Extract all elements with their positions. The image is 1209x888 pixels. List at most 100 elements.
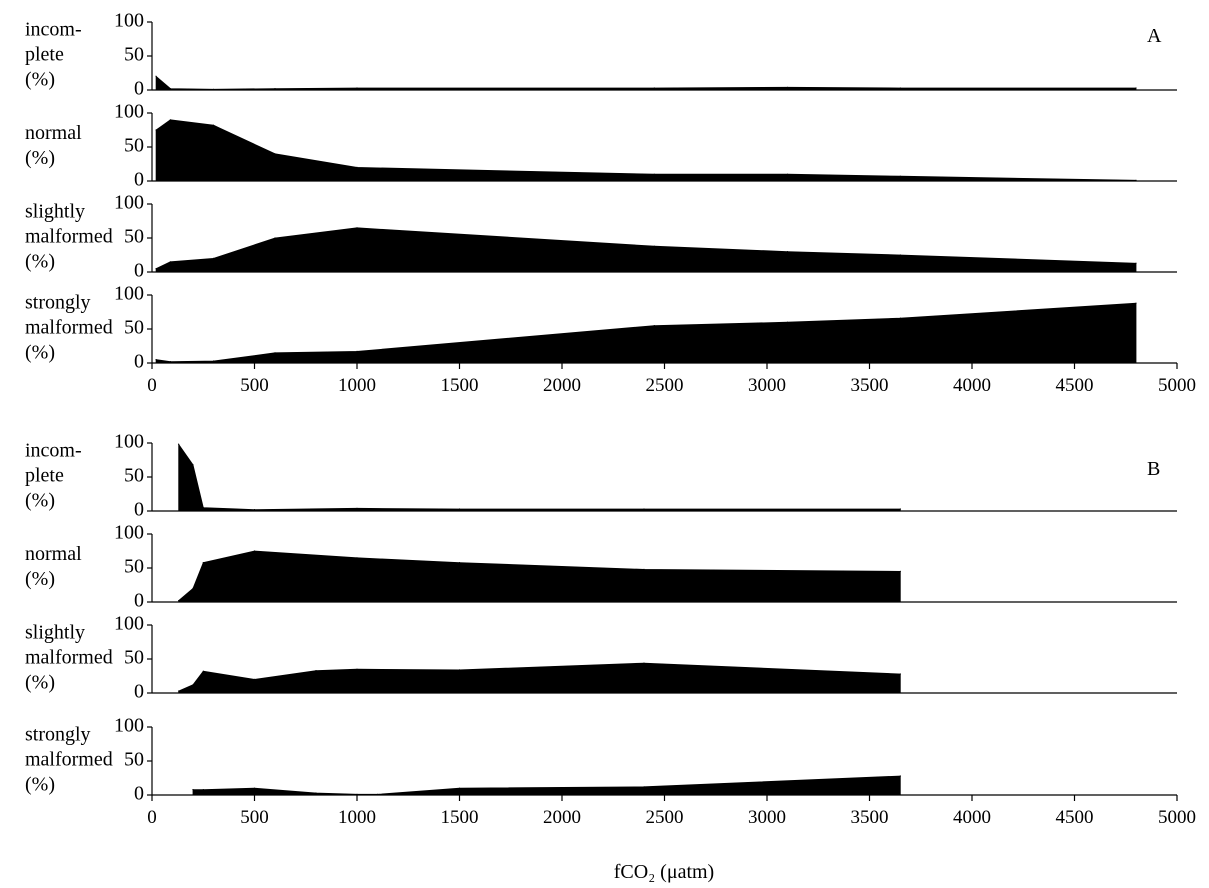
data-point	[653, 87, 655, 89]
data-point	[192, 587, 194, 590]
x-tick-label: 4000	[953, 375, 991, 396]
y-tick-label: 0	[134, 260, 144, 282]
subplot-1-2: 0 50 100 slightly malformed (%)	[25, 613, 1177, 703]
data-point	[155, 75, 157, 77]
y-axis-label: (%)	[25, 774, 55, 796]
data-point	[253, 550, 256, 552]
x-tick-label: 1500	[441, 375, 479, 396]
y-tick-label: 0	[134, 351, 144, 373]
data-point	[155, 129, 157, 131]
x-tick-label: 5000	[1158, 375, 1196, 396]
area-series	[192, 775, 901, 796]
y-tick-label: 50	[124, 556, 144, 578]
panel-b: B 0 50 100 incom-plete (%) 0 50 100 normal (%) 0 50…	[25, 431, 1196, 828]
subplot-1-1: 0 50 100 normal (%)	[25, 522, 1177, 612]
y-axis-label: incom-	[25, 19, 82, 41]
y-axis-label: malformed	[25, 749, 113, 771]
data-point	[786, 321, 789, 323]
y-tick-label: 50	[124, 749, 144, 771]
y-tick-label: 100	[114, 715, 144, 737]
data-point	[899, 775, 901, 777]
x-tick-label: 1000	[338, 807, 376, 828]
data-point	[202, 507, 204, 509]
y-axis-label: malformed	[25, 647, 113, 669]
data-point	[458, 787, 461, 789]
data-point	[786, 173, 789, 175]
x-tick-label: 4500	[1056, 375, 1094, 396]
subplot-1-3: 0 50 100 strongly malformed (%) 0 500 1000 1500 20…	[25, 715, 1196, 828]
data-point	[643, 662, 645, 664]
data-point	[356, 557, 358, 559]
y-tick-label: 100	[114, 431, 144, 453]
data-point	[899, 254, 901, 256]
data-point	[202, 562, 204, 564]
data-point	[253, 509, 256, 511]
y-tick-label: 50	[124, 647, 144, 669]
x-tick-label: 3000	[748, 375, 786, 396]
y-axis-label: slightly	[25, 622, 85, 644]
y-tick-label: 100	[114, 192, 144, 214]
y-tick-label: 100	[114, 522, 144, 544]
data-point	[155, 268, 157, 270]
data-point	[899, 175, 901, 177]
x-axis-title: fCO₂ (μatm)	[614, 861, 714, 883]
data-point	[274, 153, 276, 155]
panel-label-a: A	[1147, 25, 1162, 47]
data-point	[356, 350, 358, 352]
y-axis-label: (%)	[25, 147, 55, 169]
y-axis-label: (%)	[25, 251, 55, 273]
x-tick-label: 4500	[1056, 807, 1094, 828]
data-point	[253, 787, 256, 789]
y-axis-label: incom-	[25, 440, 82, 462]
data-point	[192, 464, 194, 466]
x-tick-label: 2500	[646, 375, 684, 396]
panel-a: A 0 50 100 incom-plete (%) 0 50 100 normal (%) 0 50…	[25, 10, 1196, 396]
data-point	[899, 673, 901, 675]
area-series	[155, 302, 1137, 364]
y-tick-label: 50	[124, 465, 144, 487]
y-tick-label: 50	[124, 44, 144, 66]
subplot-0-0: 0 50 100 incom-plete (%)	[25, 10, 1177, 100]
subplot-0-2: 0 50 100 slightly malformed (%)	[25, 192, 1177, 282]
data-point	[356, 87, 358, 89]
y-axis-label: (%)	[25, 69, 55, 91]
data-point	[155, 359, 157, 361]
data-point	[899, 317, 901, 319]
y-axis-label: plete	[25, 465, 64, 487]
data-point	[169, 261, 171, 263]
data-point	[643, 568, 645, 571]
data-point	[192, 684, 194, 686]
y-axis-label: malformed	[25, 317, 113, 339]
y-axis-label: malformed	[25, 226, 113, 248]
data-point	[356, 166, 358, 168]
data-point	[274, 237, 276, 239]
data-point	[212, 257, 215, 259]
y-tick-label: 100	[114, 101, 144, 123]
y-axis-label: plete	[25, 44, 64, 66]
y-tick-label: 0	[134, 169, 144, 191]
data-point	[458, 562, 461, 564]
data-point	[356, 507, 358, 509]
data-point	[899, 87, 901, 89]
data-point	[643, 786, 645, 788]
data-point	[178, 600, 180, 602]
x-tick-label: 500	[240, 807, 269, 828]
subplot-1-0: 0 50 100 incom-plete (%)	[25, 431, 1177, 521]
x-tick-label: 1500	[441, 807, 479, 828]
y-axis-label: slightly	[25, 201, 85, 223]
data-point	[169, 88, 171, 90]
data-point	[786, 86, 789, 88]
x-tick-label: 3000	[748, 807, 786, 828]
y-tick-label: 0	[134, 499, 144, 521]
data-point	[178, 443, 180, 445]
y-tick-label: 100	[114, 613, 144, 635]
y-tick-label: 0	[134, 783, 144, 805]
y-tick-label: 50	[124, 135, 144, 157]
data-point	[1135, 302, 1137, 304]
y-axis-label: (%)	[25, 672, 55, 694]
y-axis-label: (%)	[25, 342, 55, 364]
data-point	[1135, 262, 1137, 264]
data-point	[899, 508, 901, 510]
data-point	[458, 669, 461, 671]
data-point	[315, 792, 317, 794]
